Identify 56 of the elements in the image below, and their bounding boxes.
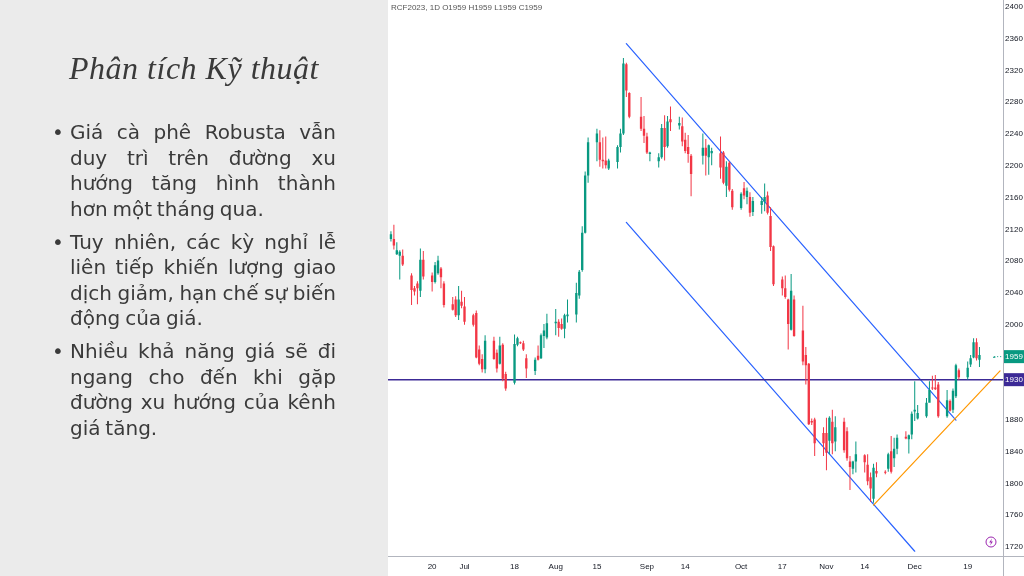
candlestick	[825, 417, 828, 471]
candlestick	[669, 106, 672, 132]
x-tick-label: Sep	[639, 561, 655, 571]
annotation: 1959	[1005, 352, 1024, 362]
y-tick-label: 1800	[1005, 478, 1024, 488]
text: • Nhiều khả năng giá sẽ đi ngang cho đến khi gặp đường xu hướng của kênh giá tăng.	[52, 339, 336, 441]
chart-title: RCF2023, 1D O1959 H1959 L1959 C1959	[391, 3, 543, 12]
candlestick	[554, 308, 557, 336]
x-tick-label: Jul	[459, 561, 470, 571]
x-tick-label: 17	[777, 561, 788, 571]
candlestick	[410, 273, 413, 306]
x-tick-label: 15	[592, 561, 602, 571]
x-tick-label: 14	[680, 561, 691, 571]
y-tick-label: 2120	[1005, 224, 1024, 234]
candlestick	[557, 319, 560, 337]
candlestick	[763, 183, 766, 212]
y-tick-label: 2280	[1005, 97, 1024, 107]
y-tick-label: 2400	[1005, 2, 1024, 12]
x-tick-label: Aug	[548, 561, 563, 571]
x-tick-label: 18	[510, 561, 520, 571]
text: • Giá cà phê Robusta vẫn duy trì trên đường xu hướng tăng hình thành hơn một tháng qua.	[52, 120, 336, 222]
y-tick-label: 2040	[1005, 288, 1024, 298]
candlestick	[663, 115, 666, 161]
candlestick	[978, 347, 981, 367]
x-tick-label: Oct	[734, 561, 749, 571]
candlestick	[513, 334, 516, 385]
candlestick	[872, 463, 875, 503]
y-tick-label: 2160	[1005, 192, 1024, 202]
y-tick-label: 1760	[1005, 510, 1024, 520]
y-tick-label: 2200	[1005, 161, 1024, 171]
x-tick-label: Dec	[907, 561, 922, 571]
candlestick	[875, 462, 878, 478]
candlestick	[416, 281, 419, 305]
y-tick-label: 2360	[1005, 33, 1024, 43]
x-tick-label: 14	[860, 561, 870, 571]
y-tick-label: 1840	[1005, 446, 1024, 456]
y-tick-label: 2080	[1005, 256, 1024, 266]
y-tick-label: 2000	[1005, 319, 1024, 329]
y-tick-label: 1720	[1005, 542, 1024, 552]
candlestick	[931, 375, 934, 390]
x-tick-label: 20	[427, 561, 438, 571]
candlestick	[828, 416, 831, 455]
x-tick-label: 19	[963, 561, 973, 571]
candlestick	[813, 417, 816, 456]
candlestick	[457, 285, 460, 321]
x-tick-label: Nov	[819, 561, 834, 571]
y-tick-label: 1880	[1005, 415, 1024, 425]
text: Phân tích Kỹ thuật	[68, 49, 320, 88]
candlestick	[831, 409, 834, 455]
text: • Tuy nhiên, các kỳ nghỉ lễ liên tiếp khiến lượng giao dịch giảm, hạn chế sự biến động của giá.	[52, 229, 336, 332]
candlestick	[975, 338, 978, 361]
ref-line-label: 1930	[1005, 375, 1024, 385]
candlestick	[419, 248, 422, 298]
candlestick	[725, 161, 728, 197]
y-tick-label: 2240	[1005, 129, 1024, 139]
y-tick-label: 2320	[1005, 65, 1024, 75]
